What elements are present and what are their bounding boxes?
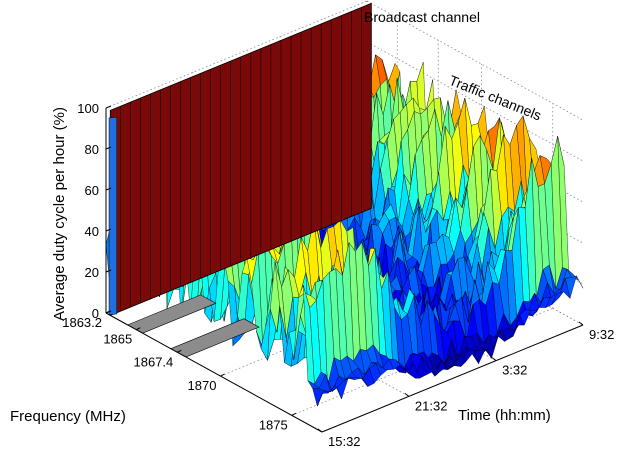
z-tick-mark-2 — [105, 228, 112, 232]
x-tick-label-2: 1867.4 — [134, 354, 174, 369]
annotation-broadcast-channel: Broadcast channel — [364, 9, 480, 25]
x-tick-label-1: 1865 — [103, 332, 132, 347]
z-tick-mark-5 — [105, 105, 112, 109]
y-tick-mark-0 — [317, 428, 323, 433]
x-tick-label-3: 1870 — [188, 378, 217, 393]
surface-patch — [317, 390, 330, 407]
y-tick-label-3: 9:32 — [589, 327, 614, 342]
x-tick-mark-1 — [136, 327, 141, 331]
x-tick-mark-3 — [220, 373, 225, 377]
y-axis-line — [321, 324, 584, 433]
z-tick-label-5: 100 — [77, 101, 99, 116]
y-tick-label-1: 21:32 — [415, 398, 448, 413]
zero-channel-strip-1 — [170, 318, 260, 358]
z-tick-label-2: 40 — [85, 224, 99, 239]
x-axis-label: Frequency (MHz) — [10, 408, 126, 425]
z-tick-label-3: 60 — [85, 183, 99, 198]
z-tick-label-1: 20 — [85, 265, 99, 280]
x-tick-mark-2 — [177, 349, 182, 353]
z-tick-label-4: 80 — [85, 142, 99, 157]
x-tick-mark-0 — [105, 310, 111, 314]
z-tick-mark-3 — [105, 187, 112, 191]
z-tick-mark-1 — [105, 269, 112, 273]
y-tick-label-2: 3:32 — [502, 363, 527, 378]
z-tick-label-0: 0 — [92, 306, 99, 321]
broadcast-channel-layer — [108, 2, 372, 358]
grid-zline-5 — [105, 0, 368, 109]
z-axis-label: Average duty cycle per hour (%) — [51, 107, 68, 321]
x-tick-mark-4 — [291, 412, 296, 416]
y-axis-label: Time (hh:mm) — [458, 407, 551, 424]
z-tick-mark-4 — [105, 146, 112, 150]
x-axis-line — [105, 312, 323, 433]
y-tick-mark-2 — [491, 357, 497, 362]
x-tick-label-0: 1863.2 — [62, 315, 102, 330]
x-tick-label-4: 1875 — [259, 417, 288, 432]
broadcast-wall-edge — [108, 116, 118, 315]
y-tick-mark-1 — [404, 392, 410, 397]
y-tick-mark-3 — [578, 321, 584, 326]
grid-zline-back-4 — [366, 41, 584, 162]
y-tick-label-0: 15:32 — [328, 434, 361, 447]
grid-zline-back-5 — [366, 0, 584, 121]
